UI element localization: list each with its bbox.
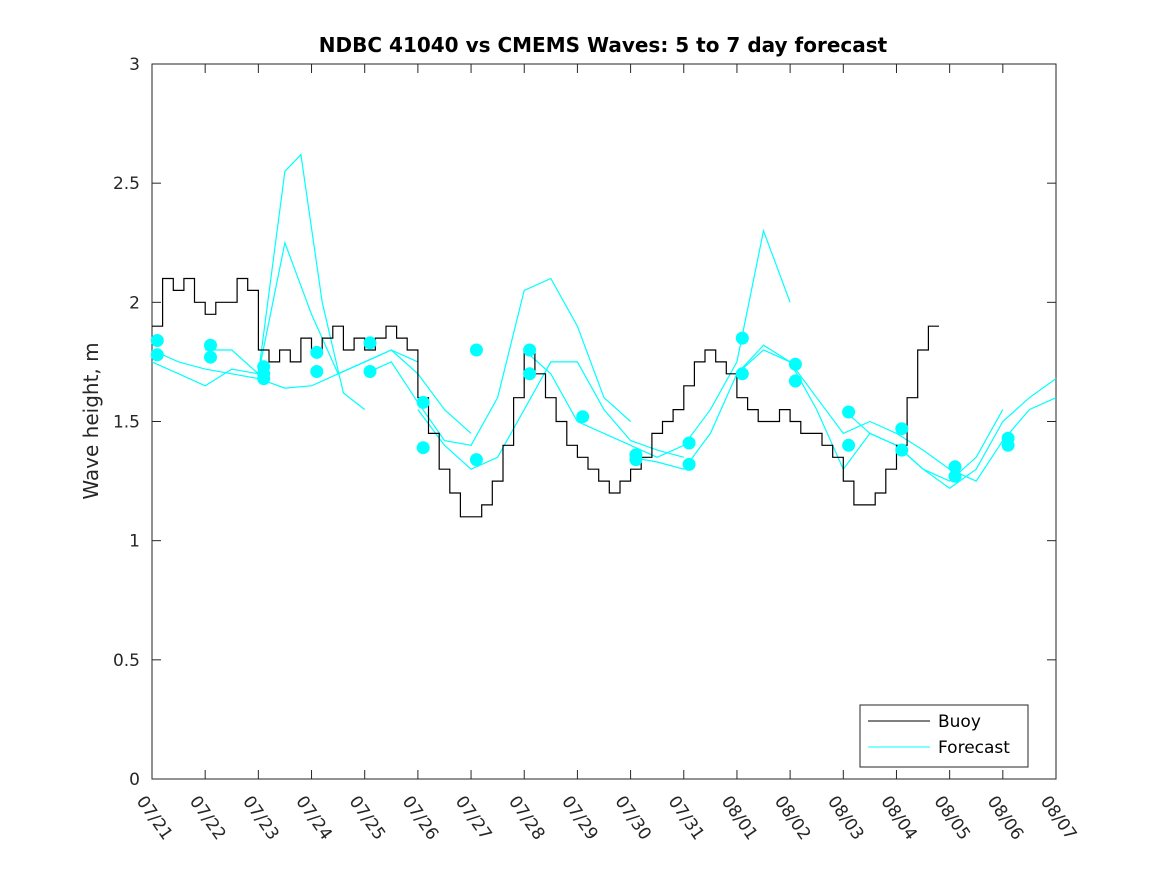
forecast-marker — [629, 453, 643, 467]
y-tick-label: 1 — [129, 532, 140, 552]
forecast-line-8 — [842, 378, 1057, 489]
forecast-marker — [895, 443, 909, 457]
chart-title: NDBC 41040 vs CMEMS Waves: 5 to 7 day fo… — [319, 33, 888, 57]
forecast-marker — [469, 343, 483, 357]
forecast-marker — [310, 345, 324, 359]
forecast-marker — [204, 350, 217, 364]
forecast-marker — [682, 457, 696, 471]
forecast-marker — [842, 438, 856, 452]
forecast-marker — [948, 460, 962, 474]
y-tick-label: 0.5 — [113, 651, 140, 671]
forecast-marker — [842, 405, 856, 419]
forecast-marker — [257, 372, 271, 386]
y-tick-label: 1.5 — [113, 413, 140, 433]
forecast-line-2 — [205, 240, 472, 434]
forecast-line-4 — [417, 361, 684, 470]
forecast-marker — [469, 453, 483, 467]
forecast-marker — [735, 331, 749, 345]
forecast-marker — [416, 441, 430, 455]
forecast-marker — [150, 348, 164, 362]
forecast-line-1 — [151, 153, 366, 411]
forecast-line-6 — [630, 344, 897, 470]
legend-entry-forecast: Forecast — [938, 738, 1010, 758]
forecast-marker — [363, 365, 377, 378]
legend-entry-buoy: Buoy — [938, 712, 981, 732]
legend: Buoy Forecast — [859, 704, 1029, 768]
forecast-marker — [788, 374, 802, 388]
forecast-marker — [204, 338, 217, 352]
forecast-marker — [523, 367, 537, 381]
forecast-line-3 — [364, 277, 632, 446]
forecast-marker — [895, 422, 909, 436]
buoy-line — [152, 277, 939, 518]
forecast-marker — [363, 336, 377, 350]
legend-box — [859, 704, 1029, 768]
forecast-marker — [1001, 438, 1015, 452]
forecast-marker — [788, 357, 802, 371]
forecast-marker — [682, 436, 696, 450]
forecast-marker — [576, 410, 590, 424]
y-tick-label: 3 — [129, 55, 140, 75]
forecast-marker — [150, 334, 164, 347]
y-tick-label: 2 — [129, 293, 140, 313]
forecast-marker — [523, 343, 537, 357]
forecast-line-9 — [896, 397, 1057, 482]
y-tick-label: 2.5 — [113, 174, 140, 194]
y-axis-label: Wave height, m — [79, 342, 103, 499]
forecast-marker — [416, 395, 430, 409]
forecast-marker — [735, 367, 749, 381]
y-tick-label: 0 — [129, 770, 140, 790]
forecast-marker — [948, 469, 962, 483]
forecast-marker — [310, 365, 324, 378]
forecast-line-5 — [523, 228, 791, 458]
